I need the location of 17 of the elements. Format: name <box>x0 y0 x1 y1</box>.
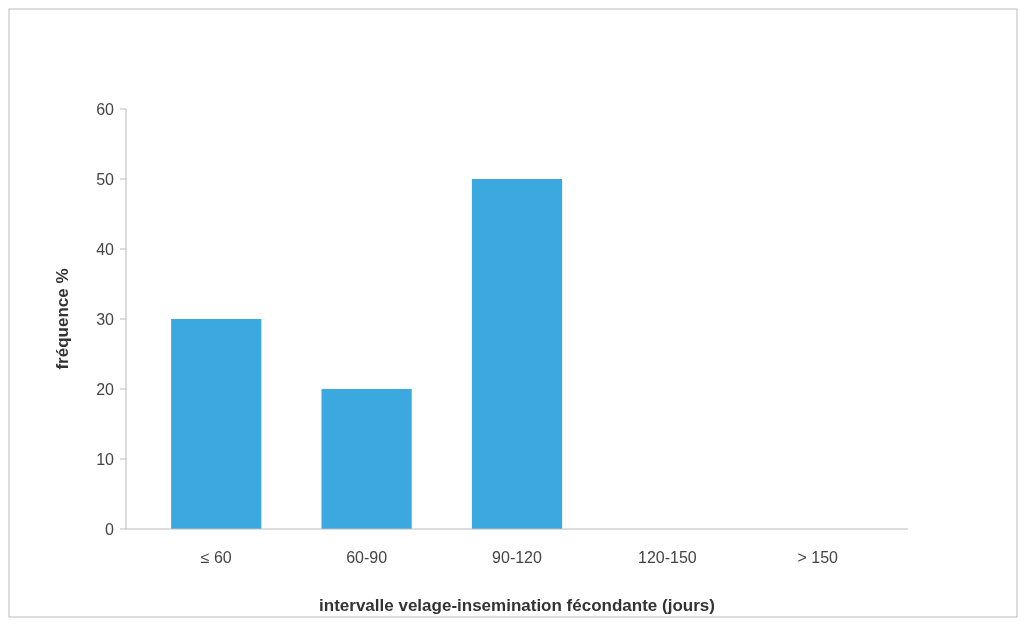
y-tick-label: 30 <box>96 310 115 328</box>
y-tick-label: 50 <box>96 170 115 188</box>
y-axis-title: fréquence % <box>53 268 72 370</box>
x-tick-label: > 150 <box>797 549 839 566</box>
y-tick-label: 60 <box>96 100 115 118</box>
x-tick-label: 120-150 <box>638 549 697 566</box>
x-tick-label: 60-90 <box>346 549 388 566</box>
bar <box>471 179 563 529</box>
x-tick-label: 90-120 <box>492 549 543 566</box>
x-tick-label: ≤ 60 <box>200 549 232 566</box>
y-tick-label: 0 <box>105 520 115 538</box>
bar <box>321 389 412 529</box>
y-tick-label: 40 <box>96 240 115 258</box>
bar <box>171 319 262 529</box>
x-axis-title: intervalle velage-insemination fécondante (jours) <box>319 596 715 615</box>
y-tick-label: 20 <box>96 380 115 398</box>
y-tick-label: 10 <box>96 450 115 468</box>
